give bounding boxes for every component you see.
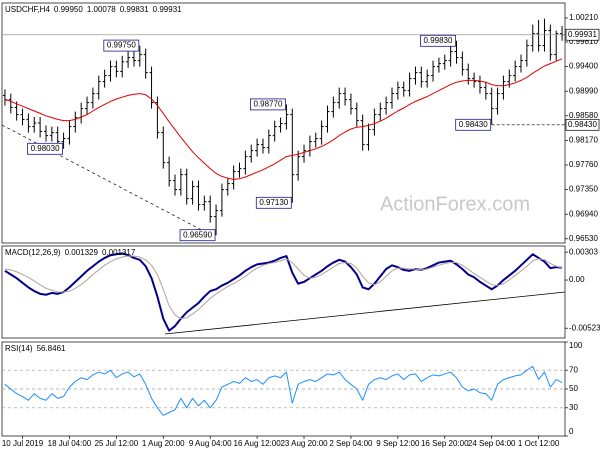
- x-tick-label: 1 Oct 12:00: [518, 439, 560, 448]
- panel-title: USDCHF,H4: [5, 5, 50, 14]
- trend-line: [1, 124, 214, 237]
- y-tick-label: 0: [569, 427, 574, 436]
- header-value: 0.001317: [102, 248, 136, 257]
- level-box: [565, 118, 600, 131]
- y-tick-label: 0.99400: [569, 62, 598, 71]
- header-value: 0.99950: [54, 5, 83, 14]
- series-line: [4, 365, 563, 416]
- y-tick-label: 1.00210: [569, 13, 598, 22]
- annotation-label: 0.99750: [107, 41, 136, 50]
- x-tick-label: 16 Aug 12:00: [234, 439, 282, 448]
- series-line: [4, 252, 563, 332]
- annotation-box: [250, 98, 286, 111]
- series-line: [4, 58, 563, 180]
- header-value: 1.00078: [87, 5, 116, 14]
- annotation-label: 0.98030: [31, 144, 60, 153]
- panel-header: RSI(14) 56.8461: [5, 344, 66, 353]
- x-tick-label: 9 Aug 04:00: [189, 439, 232, 448]
- panel-title: RSI(14): [5, 344, 33, 353]
- x-tick-label: 16 Sep 20:00: [421, 439, 469, 448]
- annotation-box: [27, 142, 63, 155]
- panel-frame: [1, 245, 566, 339]
- current-price-box: [565, 28, 600, 41]
- series-line: [4, 255, 563, 320]
- annotation-label: 0.97130: [259, 198, 288, 207]
- x-tick-label: 24 Sep 04:00: [468, 439, 516, 448]
- panel-title: MACD(12,26,9): [5, 248, 61, 257]
- x-tick-label: 2 Sep 04:00: [329, 439, 373, 448]
- y-tick-label: 50: [569, 384, 578, 393]
- annotation-label: 0.98770: [253, 100, 282, 109]
- annotation-box: [103, 39, 140, 52]
- annotation-box: [255, 196, 292, 209]
- panel-header: MACD(12,26,9) 0.001329 0.001317: [5, 248, 136, 257]
- x-tick-label: 23 Aug 20:00: [280, 439, 328, 448]
- y-tick-label: 0.98990: [569, 86, 598, 95]
- macd-trend-line: [164, 291, 566, 335]
- watermark: ActionForex.com: [380, 193, 530, 215]
- y-tick-label: 0.96530: [569, 234, 598, 243]
- x-tick-label: 25 Jul 12:00: [95, 439, 139, 448]
- header-value: 0.99831: [120, 5, 149, 14]
- annotation-label: 0.96590: [183, 230, 212, 239]
- panel-frame: [1, 2, 566, 244]
- annotation-box: [455, 118, 492, 131]
- level-label: 0.98430: [568, 120, 597, 129]
- y-tick-label: 0.97760: [569, 160, 598, 169]
- annotation-box: [179, 229, 216, 242]
- annotation-box: [420, 34, 456, 47]
- y-tick-label: 0.00303: [569, 247, 598, 256]
- header-value: 0.001329: [65, 248, 99, 257]
- annotation-label: 0.99830: [424, 36, 453, 45]
- y-tick-label: 0.98580: [569, 111, 598, 120]
- x-tick-label: 9 Sep 12:00: [376, 439, 420, 448]
- header-value: 0.99931: [153, 5, 182, 14]
- y-tick-label: 0.99810: [569, 37, 598, 46]
- x-tick-label: 18 Jul 04:00: [48, 439, 92, 448]
- x-tick-label: 10 Jul 2019: [2, 439, 44, 448]
- y-tick-label: 0.97350: [569, 185, 598, 194]
- current-price-label: 0.99931: [568, 30, 597, 39]
- y-tick-label: 100: [569, 341, 583, 350]
- x-tick-label: 1 Aug 20:00: [142, 439, 185, 448]
- header-value: 56.8461: [37, 344, 66, 353]
- annotation-label: 0.98430: [459, 120, 488, 129]
- y-tick-label: 0.96940: [569, 209, 598, 218]
- y-tick-label: 0.00: [569, 275, 585, 284]
- y-tick-label: -0.005236: [569, 323, 600, 332]
- y-tick-label: 70: [569, 365, 578, 374]
- y-tick-label: 30: [569, 403, 578, 412]
- y-tick-label: 0.98170: [569, 136, 598, 145]
- panel-header: USDCHF,H4 0.99950 1.00078 0.99831 0.99931: [5, 5, 182, 14]
